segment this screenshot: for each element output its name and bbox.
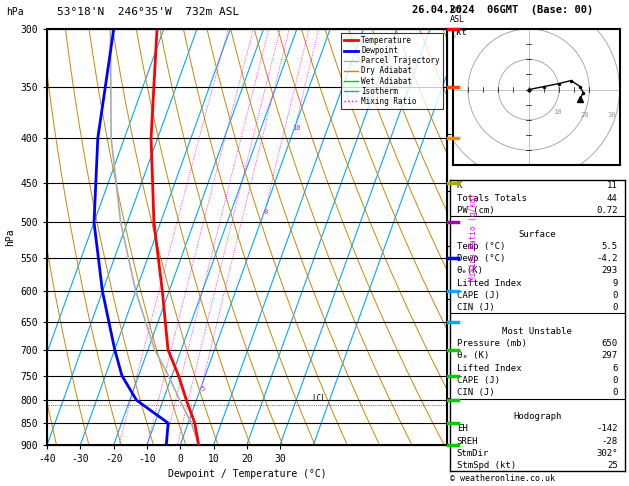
Text: 302°: 302° — [596, 449, 618, 458]
Y-axis label: hPa: hPa — [5, 228, 15, 246]
Text: 5: 5 — [200, 385, 204, 392]
Text: Most Unstable: Most Unstable — [502, 327, 572, 336]
Text: StmDir: StmDir — [457, 449, 489, 458]
Text: km
ASL: km ASL — [450, 5, 465, 24]
Text: 8: 8 — [264, 209, 268, 215]
Text: 11: 11 — [607, 181, 618, 191]
Text: Pressure (mb): Pressure (mb) — [457, 339, 526, 348]
Text: 26.04.2024  06GMT  (Base: 00): 26.04.2024 06GMT (Base: 00) — [412, 5, 593, 15]
Text: Hodograph: Hodograph — [513, 412, 561, 421]
Text: θₑ(K): θₑ(K) — [457, 266, 484, 276]
Text: 10: 10 — [292, 125, 301, 131]
Text: EH: EH — [457, 424, 467, 434]
Text: Lifted Index: Lifted Index — [457, 278, 521, 288]
Text: Totals Totals: Totals Totals — [457, 193, 526, 203]
Text: 20: 20 — [580, 112, 589, 118]
Text: 5.5: 5.5 — [601, 242, 618, 251]
Text: K: K — [457, 181, 462, 191]
Text: kt: kt — [456, 28, 467, 37]
Text: PW (cm): PW (cm) — [457, 206, 494, 215]
Text: 0: 0 — [612, 291, 618, 300]
Text: 3: 3 — [162, 447, 167, 453]
Text: hPa: hPa — [6, 7, 24, 17]
Text: CAPE (J): CAPE (J) — [457, 291, 499, 300]
Text: 30: 30 — [608, 112, 616, 118]
Text: 44: 44 — [607, 193, 618, 203]
Text: SREH: SREH — [457, 436, 478, 446]
Text: Dewp (°C): Dewp (°C) — [457, 254, 505, 263]
Text: 0.72: 0.72 — [596, 206, 618, 215]
Text: Surface: Surface — [518, 230, 556, 239]
Text: CIN (J): CIN (J) — [457, 303, 494, 312]
Text: CIN (J): CIN (J) — [457, 388, 494, 397]
Text: 4: 4 — [175, 447, 180, 453]
Text: Mixing Ratio (g/kg): Mixing Ratio (g/kg) — [469, 193, 477, 281]
Text: 25: 25 — [607, 461, 618, 470]
Legend: Temperature, Dewpoint, Parcel Trajectory, Dry Adiabat, Wet Adiabat, Isotherm, Mi: Temperature, Dewpoint, Parcel Trajectory… — [341, 33, 443, 109]
Text: 9: 9 — [612, 278, 618, 288]
Text: Temp (°C): Temp (°C) — [457, 242, 505, 251]
Text: -28: -28 — [601, 436, 618, 446]
Text: 53°18'N  246°35'W  732m ASL: 53°18'N 246°35'W 732m ASL — [57, 7, 239, 17]
Text: 0: 0 — [612, 388, 618, 397]
Text: 0: 0 — [612, 376, 618, 385]
Text: -4.2: -4.2 — [596, 254, 618, 263]
Text: LCL: LCL — [312, 394, 326, 403]
Text: 297: 297 — [601, 351, 618, 361]
Text: StmSpd (kt): StmSpd (kt) — [457, 461, 516, 470]
X-axis label: Dewpoint / Temperature (°C): Dewpoint / Temperature (°C) — [167, 469, 326, 479]
Text: 1: 1 — [117, 447, 121, 453]
Text: CAPE (J): CAPE (J) — [457, 376, 499, 385]
Text: 6: 6 — [612, 364, 618, 373]
Text: © weatheronline.co.uk: © weatheronline.co.uk — [450, 474, 555, 483]
Text: 0: 0 — [612, 303, 618, 312]
Text: 293: 293 — [601, 266, 618, 276]
Text: 650: 650 — [601, 339, 618, 348]
Text: -142: -142 — [596, 424, 618, 434]
Text: Lifted Index: Lifted Index — [457, 364, 521, 373]
Text: θₑ (K): θₑ (K) — [457, 351, 489, 361]
Text: 2: 2 — [145, 447, 150, 453]
Text: 10: 10 — [553, 109, 562, 115]
